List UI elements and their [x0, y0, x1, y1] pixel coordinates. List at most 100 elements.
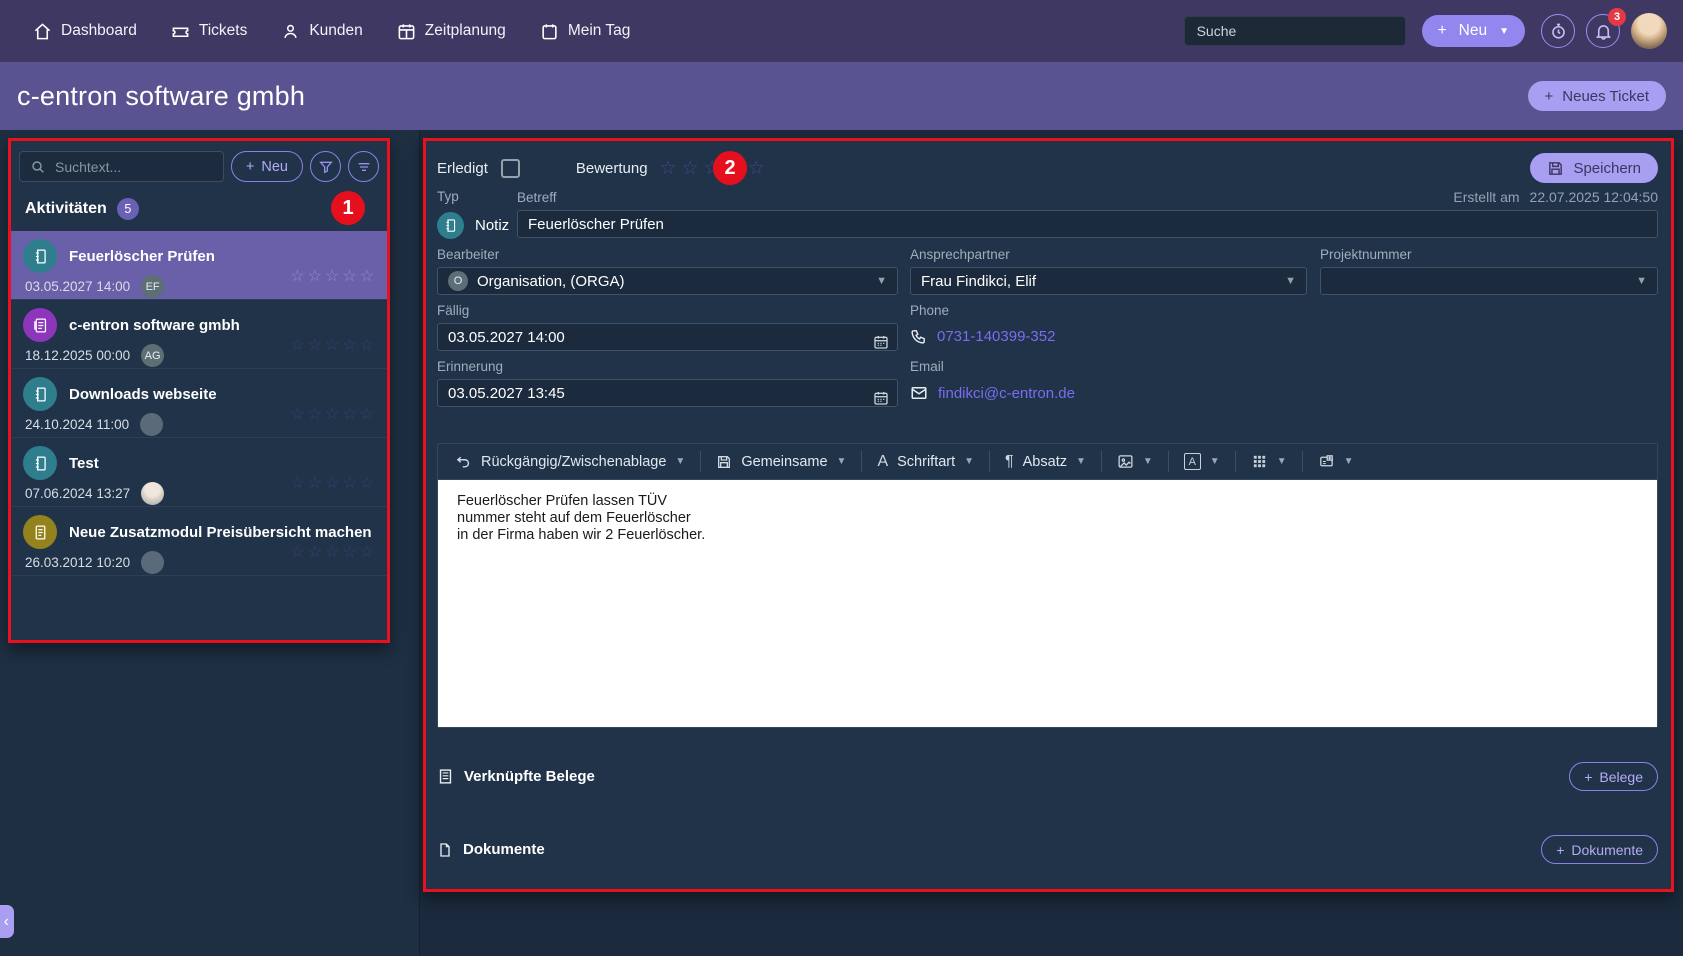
- toolbar-group-fontcolor[interactable]: A ▼: [1169, 451, 1236, 472]
- activity-title: Downloads webseite: [69, 385, 217, 403]
- projektnummer-select[interactable]: ▼: [1320, 267, 1658, 295]
- toolbar-group-image[interactable]: ▼: [1102, 451, 1169, 472]
- notifications-button[interactable]: 3: [1586, 8, 1626, 48]
- plus-icon: +: [1556, 841, 1565, 858]
- toolbar-group-paragraph[interactable]: ¶ Absatz ▼: [990, 451, 1102, 472]
- chevron-down-icon: ▼: [1499, 25, 1509, 37]
- editor-text-line: in der Firma haben wir 2 Feuerlöscher.: [457, 527, 706, 543]
- activity-avatar: [140, 413, 164, 436]
- fontcolor-icon: A: [1183, 453, 1201, 470]
- erinnerung-label: Erinnerung: [437, 359, 504, 374]
- chevron-down-icon: ▼: [1209, 456, 1220, 467]
- stopwatch-icon: [1549, 22, 1568, 41]
- activity-rating-stars[interactable]: ☆☆☆☆☆: [290, 544, 377, 561]
- activity-list-item[interactable]: c-entron software gmbh 18.12.2025 00:00 AG…: [11, 300, 387, 369]
- belege-add-button[interactable]: + Belege: [1569, 762, 1658, 791]
- email-link[interactable]: findikci@c-entron.de: [938, 384, 1075, 402]
- calendar-icon: [874, 336, 888, 349]
- chevron-down-icon: ▼: [1276, 456, 1287, 467]
- note-icon: [23, 377, 57, 411]
- nav-label: Tickets: [198, 22, 248, 39]
- activity-datetime: 26.03.2012 10:20: [25, 555, 131, 570]
- toolbar-group-undo[interactable]: Rückgängig/Zwischenablage ▼: [440, 451, 702, 472]
- editor-text-line: Feuerlöscher Prüfen lassen TÜV: [457, 493, 668, 509]
- collapse-sidebar-button[interactable]: ‹: [0, 905, 14, 938]
- nav-item-mein-tag[interactable]: Mein Tag: [523, 0, 648, 62]
- activity-list-item[interactable]: Downloads webseite 24.10.2024 11:00 ☆☆☆☆☆: [11, 369, 387, 438]
- activity-title: Test: [69, 454, 99, 472]
- activity-detail-panel: 2 Erledigt Bewertung ☆☆☆☆☆ Speichern Typ…: [423, 138, 1674, 892]
- chevron-down-icon: ▼: [1343, 456, 1354, 467]
- bewertung-label: Bewertung: [575, 159, 648, 177]
- neues-ticket-button[interactable]: + Neues Ticket: [1527, 81, 1666, 111]
- activities-heading: Aktivitäten: [25, 200, 107, 217]
- chevron-down-icon: ▼: [1636, 275, 1647, 287]
- phone-link[interactable]: 0731-140399-352: [937, 328, 1056, 345]
- save-icon: [1547, 160, 1564, 177]
- sort-button[interactable]: [348, 151, 379, 182]
- dokumente-heading: Dokumente: [463, 841, 545, 858]
- toolbar-group-save[interactable]: Gemeinsame ▼: [701, 451, 863, 472]
- global-search-input[interactable]: [1183, 16, 1406, 46]
- faellig-input[interactable]: [437, 323, 898, 351]
- nav-item-tickets[interactable]: Tickets: [154, 0, 265, 62]
- ansprechpartner-select[interactable]: Frau Findikci, Elif ▼: [910, 267, 1307, 295]
- activity-list-item[interactable]: Test 07.06.2024 13:27 ☆☆☆☆☆: [11, 438, 387, 507]
- nav-item-zeitplanung[interactable]: Zeitplanung: [380, 0, 523, 62]
- nav-label: Kunden: [309, 22, 363, 39]
- activity-rating-stars[interactable]: ☆☆☆☆☆: [290, 406, 377, 423]
- activities-search-input[interactable]: [55, 158, 213, 175]
- nav-label: Mein Tag: [567, 22, 631, 39]
- belege-heading: Verknüpfte Belege: [464, 768, 595, 785]
- toolbar-group-font[interactable]: A Schriftart ▼: [862, 451, 991, 472]
- user-avatar[interactable]: [1631, 13, 1667, 49]
- search-icon: [30, 159, 46, 175]
- nav-label: Dashboard: [61, 22, 137, 39]
- bearbeiter-label: Bearbeiter: [437, 247, 500, 262]
- activity-datetime: 07.06.2024 13:27: [25, 486, 131, 501]
- doc-icon: [23, 515, 57, 549]
- toolbar-group-label: Rückgängig/Zwischenablage: [481, 453, 667, 470]
- top-navbar: Dashboard Tickets Kunden Zeitplanung Mei…: [0, 0, 1683, 62]
- chevron-down-icon: ▼: [1142, 456, 1153, 467]
- activity-list: Feuerlöscher Prüfen 03.05.2027 14:00 EF ☆☆☆…: [11, 231, 387, 576]
- neu-button[interactable]: + Neu ▼: [1421, 15, 1525, 47]
- speichern-button[interactable]: Speichern: [1530, 153, 1658, 183]
- note-icon: [23, 446, 57, 480]
- activities-searchbox[interactable]: [19, 151, 224, 182]
- toolbar-group-insert[interactable]: ▼: [1303, 451, 1369, 472]
- nav-item-dashboard[interactable]: Dashboard: [16, 0, 154, 62]
- bearbeiter-select[interactable]: O Organisation, (ORGA) ▼: [437, 267, 898, 295]
- activity-list-item[interactable]: Feuerlöscher Prüfen 03.05.2027 14:00 EF ☆☆☆…: [11, 231, 387, 300]
- activity-avatar: [141, 482, 165, 505]
- person-icon: [281, 22, 300, 41]
- org-avatar: O: [448, 271, 468, 291]
- plus-icon: +: [1584, 768, 1593, 785]
- activity-rating-stars[interactable]: ☆☆☆☆☆: [290, 268, 377, 285]
- activity-title: Feuerlöscher Prüfen: [69, 247, 215, 265]
- activity-rating-stars[interactable]: ☆☆☆☆☆: [290, 337, 377, 354]
- bell-icon: [1594, 22, 1613, 41]
- filter-button[interactable]: [310, 151, 341, 182]
- nav-item-kunden[interactable]: Kunden: [264, 0, 379, 62]
- home-icon: [33, 22, 52, 41]
- page-title: c-entron software gmbh: [17, 80, 306, 111]
- belege-icon: [437, 768, 454, 785]
- activity-datetime: 24.10.2024 11:00: [25, 417, 130, 432]
- betreff-input[interactable]: [517, 210, 1658, 238]
- chevron-down-icon: ▼: [675, 456, 686, 467]
- sort-icon: [356, 159, 372, 175]
- activity-rating-stars[interactable]: ☆☆☆☆☆: [290, 475, 377, 492]
- email-icon: [910, 384, 928, 402]
- dokumente-add-button[interactable]: + Dokumente: [1541, 835, 1658, 864]
- typ-label: Typ: [437, 189, 459, 204]
- undo-icon: [455, 453, 472, 470]
- paragraph-icon: ¶: [1005, 452, 1014, 470]
- activities-neu-button[interactable]: + Neu: [230, 151, 303, 182]
- editor-content[interactable]: Feuerlöscher Prüfen lassen TÜV nummer ste…: [438, 480, 1657, 727]
- erledigt-checkbox[interactable]: [500, 158, 520, 178]
- timer-button[interactable]: [1541, 14, 1575, 48]
- toolbar-group-table[interactable]: ▼: [1236, 451, 1303, 472]
- activity-list-item[interactable]: Neue Zusatzmodul Preisübersicht machen 26…: [11, 507, 387, 576]
- erinnerung-input[interactable]: [437, 379, 898, 407]
